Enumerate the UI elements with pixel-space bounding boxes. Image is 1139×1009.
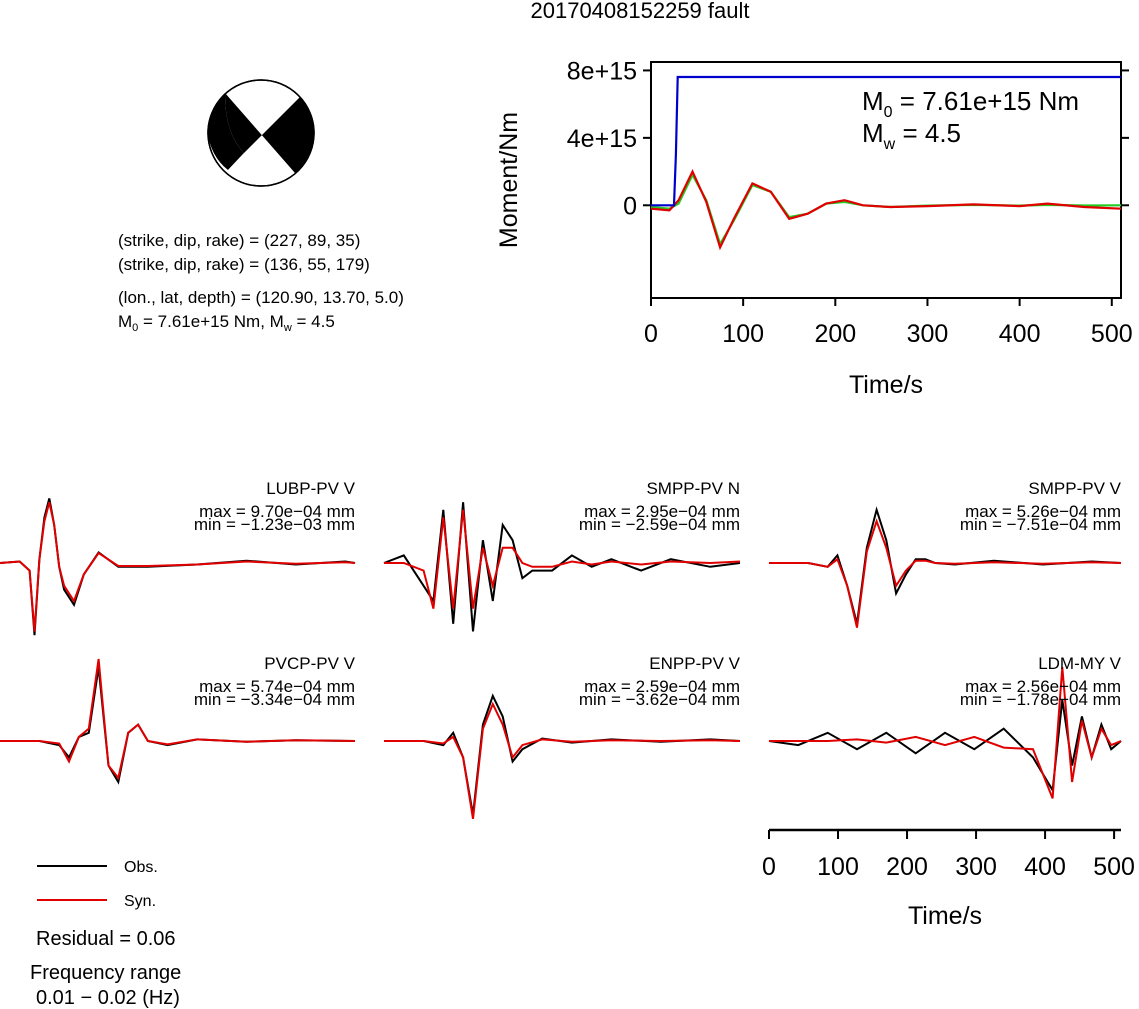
moment-plot: 8e+15 4e+15 0 0 100 200 300 400 500 M0 = 7.61e+1…	[495, 57, 1133, 399]
moment-xtick-label: 500	[1091, 320, 1133, 348]
moment-plot-lines	[650, 75, 1122, 251]
nodal-plane-2: (strike, dip, rake) = (136, 55, 179)	[118, 255, 370, 274]
waveform-obs-trace	[769, 506, 1122, 625]
station-max: max = 5.26e−04 mm	[965, 502, 1121, 521]
moment-xtick-label: 400	[999, 320, 1041, 348]
beachball-compression-quadrant-2	[207, 93, 244, 170]
legend: Obs. Syn.	[37, 859, 158, 910]
waveform-xtick-label: 500	[1093, 853, 1135, 881]
waveform-axis-ticks: 0 100 200 300 400 500	[762, 830, 1135, 881]
waveform-syn-trace	[769, 518, 1122, 628]
station-name: ENPP-PV V	[649, 654, 740, 673]
station-max: max = 9.70e−04 mm	[199, 502, 355, 521]
moment-xtick-label: 100	[722, 320, 764, 348]
legend-obs-label: Obs.	[124, 859, 158, 876]
moment-plot-mw: Mw = 4.5	[862, 118, 961, 153]
station-max: max = 2.95e−04 mm	[584, 502, 740, 521]
moment-ytick-label: 0	[623, 192, 637, 220]
waveform-time-axis: 0 100 200 300 400 500 Time/s	[762, 828, 1135, 930]
waveform-syn-trace	[0, 501, 356, 632]
waveform-xtick-label: 0	[762, 853, 776, 881]
waveform-syn-trace	[769, 667, 1122, 799]
station-min: min = −2.59e−04 mm	[579, 515, 740, 534]
moment-ytick-label: 4e+15	[567, 125, 637, 153]
waveform-obs-trace	[384, 693, 741, 815]
waveform-syn-trace	[0, 658, 356, 781]
focal-mechanism-beachball	[207, 79, 315, 187]
moment-plot-frame	[650, 61, 1122, 299]
frequency-range-title: Frequency range	[30, 962, 181, 984]
moment-ytick-label: 8e+15	[567, 57, 637, 85]
nodal-plane-1: (strike, dip, rake) = (227, 89, 35)	[118, 231, 360, 250]
moment-plot-ticks: 8e+15 4e+15 0 0 100 200 300 400 500	[567, 57, 1133, 348]
frequency-range-values: 0.01 − 0.02 (Hz)	[36, 987, 180, 1009]
station-min: min = −3.34e−04 mm	[194, 690, 355, 709]
beachball-tension-wedge	[228, 153, 295, 184]
waveform-axis-xlabel: Time/s	[908, 902, 982, 930]
station-name: SMPP-PV N	[646, 479, 740, 498]
station-name: SMPP-PV V	[1028, 479, 1121, 498]
waveform-xtick-label: 400	[1024, 853, 1066, 881]
moment-xtick-label: 300	[907, 320, 949, 348]
moment-xtick-label: 200	[814, 320, 856, 348]
hypocenter-location: (lon., lat, depth) = (120.90, 13.70, 5.0…	[118, 288, 404, 307]
station-max: max = 2.59e−04 mm	[584, 677, 740, 696]
beachball-compression-quadrant-1	[225, 93, 315, 173]
station-max: max = 5.74e−04 mm	[199, 677, 355, 696]
moment-plot-ylabel: Moment/Nm	[495, 112, 523, 248]
moment-plot-xlabel: Time/s	[849, 371, 923, 399]
moment-magnitude-line: M0 = 7.61e+15 Nm, Mw = 4.5	[118, 312, 335, 334]
station-max: max = 2.56e−04 mm	[965, 677, 1121, 696]
waveform-xtick-label: 300	[955, 853, 997, 881]
station-name: LDM-MY V	[1038, 654, 1121, 673]
legend-syn-label: Syn.	[124, 893, 156, 910]
station-min: min = −7.51e−04 mm	[960, 515, 1121, 534]
moment-series-line	[650, 169, 1122, 251]
station-name: LUBP-PV V	[266, 479, 355, 498]
waveform-syn-trace	[384, 701, 741, 820]
station-min: min = −3.62e−04 mm	[579, 690, 740, 709]
station-min: min = −1.78e−04 mm	[960, 690, 1121, 709]
moment-series-line	[650, 172, 1122, 247]
station-min: min = −1.23e−03 mm	[194, 515, 355, 534]
figure-title: 20170408152259 fault	[531, 0, 750, 23]
waveform-xtick-label: 200	[886, 853, 928, 881]
residual-text: Residual = 0.06	[36, 928, 176, 950]
station-name: PVCP-PV V	[264, 654, 355, 673]
moment-series-line	[651, 75, 1121, 207]
waveform-syn-trace	[384, 509, 741, 609]
waveform-xtick-label: 100	[817, 853, 859, 881]
moment-plot-m0: M0 = 7.61e+15 Nm	[862, 86, 1079, 121]
moment-xtick-label: 0	[644, 320, 658, 348]
